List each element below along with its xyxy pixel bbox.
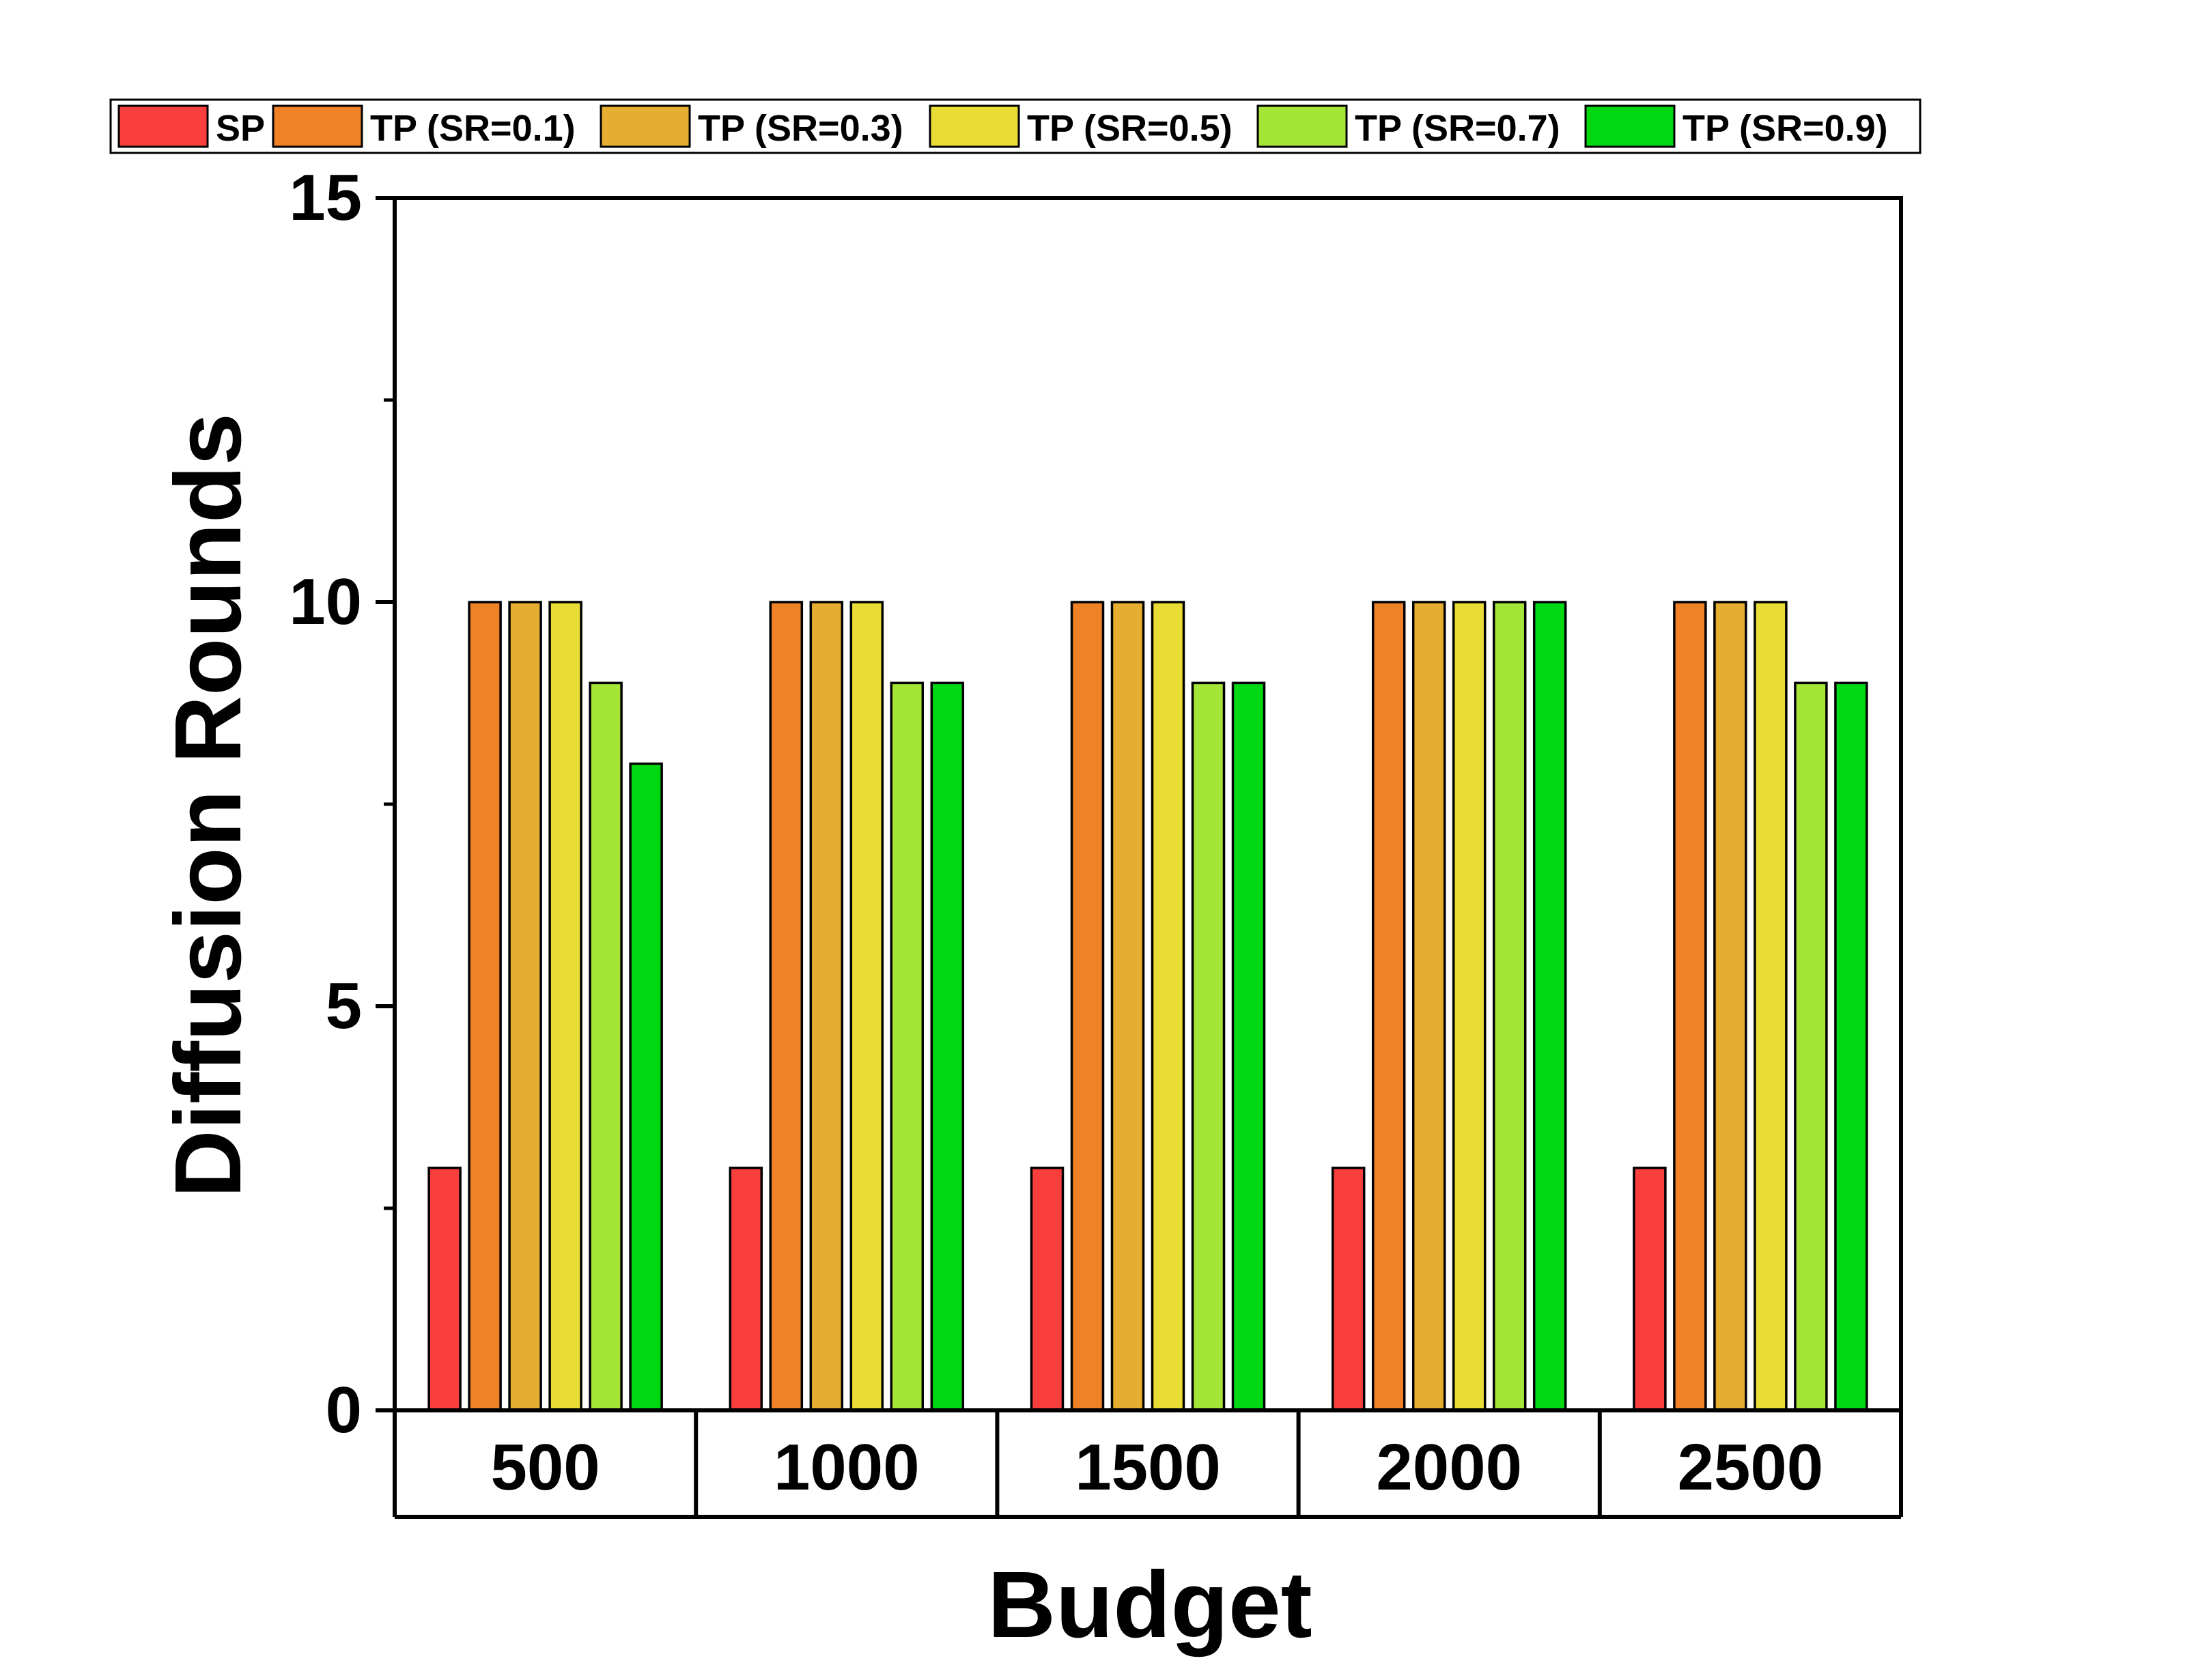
legend-swatch	[1584, 104, 1676, 148]
bar	[468, 601, 502, 1412]
legend-swatch	[600, 104, 691, 148]
bar	[427, 1167, 462, 1412]
y-axis-label: Diffusion Rounds	[156, 413, 261, 1198]
x-axis: 500 1000 1500 2000 2500	[393, 1410, 1903, 1519]
bar	[1411, 601, 1446, 1412]
bar	[1331, 1167, 1366, 1412]
bar	[1834, 681, 1868, 1412]
legend-swatch	[117, 104, 209, 148]
x-tick-label: 2500	[1678, 1431, 1824, 1504]
legend-label: TP (SR=0.9)	[1683, 108, 1888, 149]
bar	[629, 763, 663, 1412]
legend-label: TP (SR=0.7)	[1355, 108, 1560, 149]
y-axis: 0 5 10 15	[289, 161, 1903, 1447]
y-tick-label: 15	[289, 161, 362, 234]
legend-label: TP (SR=0.3)	[698, 108, 903, 149]
legend: SP TP (SR=0.1) TP (SR=0.3) TP (SR=0.5) TP (S…	[109, 98, 1922, 154]
bar	[1151, 601, 1185, 1412]
y-tick-label: 10	[289, 565, 362, 638]
bar	[930, 681, 965, 1412]
bar	[769, 601, 804, 1412]
bar	[890, 681, 925, 1412]
bar	[1794, 681, 1828, 1412]
bar	[589, 681, 623, 1412]
bar	[1452, 601, 1487, 1412]
legend-label: SP	[216, 108, 265, 149]
legend-swatch	[929, 104, 1020, 148]
bar	[1532, 601, 1567, 1412]
x-tick-label: 1500	[1075, 1431, 1221, 1504]
bar	[548, 601, 582, 1412]
legend-label: TP (SR=0.5)	[1027, 108, 1233, 149]
x-tick-label: 500	[491, 1431, 600, 1504]
y-tick-label: 0	[326, 1373, 362, 1447]
bar	[1070, 601, 1105, 1412]
bar	[849, 601, 884, 1412]
bar	[809, 601, 844, 1412]
bars	[427, 601, 1868, 1412]
bar	[1492, 601, 1527, 1412]
bar	[508, 601, 542, 1412]
bar	[1231, 681, 1266, 1412]
legend-label: TP (SR=0.1)	[370, 108, 576, 149]
plot-area: 0 5 10 15 500 1000 1500 2000 2500	[289, 161, 1903, 1519]
bar	[1673, 601, 1707, 1412]
x-tick-label: 2000	[1376, 1431, 1522, 1504]
bar	[1754, 601, 1788, 1412]
y-tick-label: 5	[326, 969, 362, 1042]
x-tick-label: 1000	[774, 1431, 920, 1504]
bar	[1030, 1167, 1065, 1412]
legend-swatch	[272, 104, 363, 148]
bar	[1191, 681, 1226, 1412]
bar	[1633, 1167, 1667, 1412]
bar	[1713, 601, 1747, 1412]
bar	[1110, 601, 1145, 1412]
legend-swatch	[1256, 104, 1348, 148]
bar	[1371, 601, 1406, 1412]
bar	[729, 1167, 763, 1412]
x-axis-label: Budget	[987, 1552, 1312, 1657]
